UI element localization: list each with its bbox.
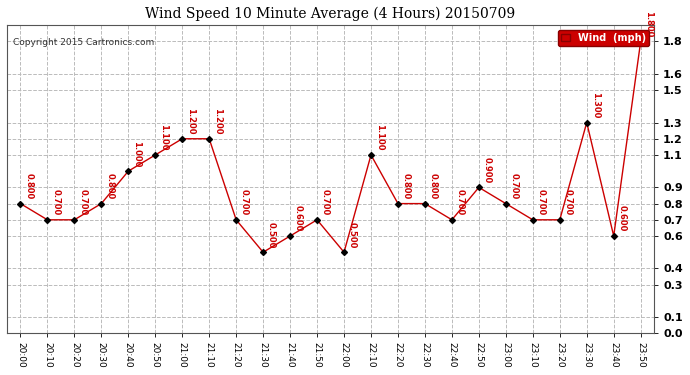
Text: 0.600: 0.600	[618, 206, 627, 232]
Text: 1.300: 1.300	[591, 92, 600, 118]
Text: 1.200: 1.200	[213, 108, 222, 135]
Text: 0.500: 0.500	[267, 222, 276, 248]
Text: 0.800: 0.800	[105, 173, 114, 200]
Text: 0.500: 0.500	[348, 222, 357, 248]
Text: 0.700: 0.700	[564, 189, 573, 216]
Legend: Wind  (mph): Wind (mph)	[558, 30, 649, 46]
Text: 0.700: 0.700	[321, 189, 330, 216]
Text: 0.700: 0.700	[537, 189, 546, 216]
Text: 0.700: 0.700	[510, 173, 519, 200]
Text: 1.100: 1.100	[159, 124, 168, 151]
Text: 0.800: 0.800	[428, 173, 437, 200]
Text: 0.800: 0.800	[24, 173, 33, 200]
Text: 0.700: 0.700	[455, 189, 465, 216]
Text: 1.800: 1.800	[644, 11, 653, 38]
Text: 0.800: 0.800	[402, 173, 411, 200]
Text: 0.600: 0.600	[294, 206, 303, 232]
Text: 1.100: 1.100	[375, 124, 384, 151]
Text: 0.700: 0.700	[240, 189, 249, 216]
Text: 0.700: 0.700	[51, 189, 60, 216]
Text: 1.200: 1.200	[186, 108, 195, 135]
Text: 0.900: 0.900	[483, 157, 492, 183]
Text: Copyright 2015 Cartronics.com: Copyright 2015 Cartronics.com	[13, 38, 155, 46]
Text: 0.700: 0.700	[78, 189, 87, 216]
Text: 1.000: 1.000	[132, 141, 141, 167]
Title: Wind Speed 10 Minute Average (4 Hours) 20150709: Wind Speed 10 Minute Average (4 Hours) 2…	[146, 7, 515, 21]
